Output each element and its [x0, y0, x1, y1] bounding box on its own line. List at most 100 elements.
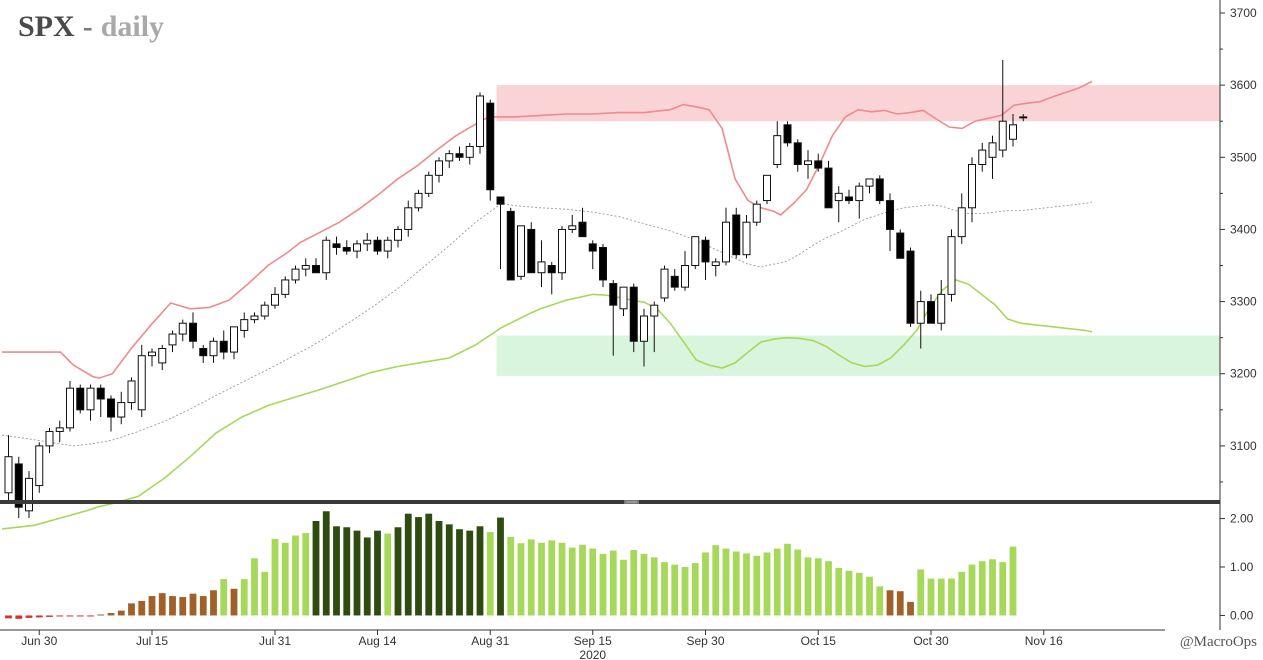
- candle-body-up: [568, 225, 577, 230]
- candle: [978, 142, 987, 172]
- year-label: 2020: [579, 648, 606, 660]
- title-separator: -: [82, 10, 93, 43]
- candle-body-up: [558, 228, 566, 274]
- indicator-bar: [456, 529, 463, 616]
- candle: [230, 326, 238, 360]
- title-timeframe: daily: [100, 10, 165, 43]
- candle: [332, 236, 341, 255]
- indicator-bar: [425, 513, 433, 616]
- candle-body-down: [793, 142, 802, 166]
- candle: [599, 243, 607, 288]
- indicator-bar: [989, 559, 996, 616]
- candle-body-down: [732, 214, 741, 256]
- candle-body-down: [845, 196, 853, 202]
- indicator-bar: [794, 549, 802, 616]
- candle-body-down: [783, 124, 792, 144]
- indicator-bar: [538, 542, 545, 616]
- candle: [219, 330, 228, 360]
- indicator-bar: [56, 615, 64, 617]
- candle: [424, 171, 433, 197]
- indicator-bar: [507, 536, 515, 616]
- indicator-bar: [46, 615, 53, 617]
- candle: [517, 225, 525, 280]
- candle-body-up: [742, 221, 751, 256]
- candle-body-up: [722, 221, 730, 263]
- candle: [342, 240, 351, 255]
- candle-body-up: [937, 293, 946, 324]
- candle: [722, 207, 730, 266]
- candle: [178, 319, 187, 342]
- candle: [496, 196, 505, 270]
- indicator-bar: [937, 578, 945, 616]
- indicator-bar: [302, 533, 310, 616]
- candle: [609, 279, 618, 356]
- candle: [906, 247, 915, 327]
- candle: [804, 150, 812, 179]
- candle: [947, 229, 956, 302]
- candle: [793, 139, 802, 172]
- candle-body-down: [588, 243, 597, 252]
- indicator-bar: [76, 615, 84, 617]
- candle-body-up: [1009, 124, 1017, 140]
- candle-body-down: [927, 301, 935, 324]
- candle: [988, 135, 997, 179]
- indicator-bar: [753, 555, 761, 616]
- candle: [107, 395, 115, 432]
- indicator-bar: [35, 615, 43, 618]
- candle-body-down: [219, 340, 228, 353]
- candle: [875, 175, 884, 205]
- candle-body-down: [578, 221, 587, 238]
- candle-body-up: [435, 160, 443, 176]
- indicator-tick-label: 0.00: [1230, 608, 1254, 622]
- indicator-bar: [609, 550, 617, 616]
- indicator-bar: [958, 571, 966, 616]
- candle-body-down: [527, 228, 536, 274]
- candle-body-up: [640, 315, 648, 342]
- candle-body-up: [947, 236, 956, 295]
- candle: [845, 189, 853, 205]
- candle-body-up: [476, 95, 484, 147]
- indicator-bar: [66, 615, 74, 617]
- candle: [701, 236, 710, 280]
- candle-body-up: [834, 192, 843, 202]
- indicator-bar: [978, 561, 986, 616]
- candle-body-up: [117, 402, 126, 418]
- candle: [1009, 113, 1017, 147]
- candle-body-down: [701, 239, 710, 263]
- candle-body-down: [332, 243, 341, 248]
- candle-body-up: [865, 178, 874, 187]
- indicator-bar: [15, 615, 23, 619]
- time-tick-label: Sep 15: [574, 634, 612, 648]
- candle-body-up: [414, 192, 423, 209]
- indicator-bar: [599, 553, 607, 616]
- time-tick-label: Jul 31: [259, 634, 291, 648]
- candle: [291, 265, 300, 284]
- candle-body-up: [158, 347, 167, 364]
- candle-body-down: [373, 239, 382, 252]
- indicator-bar: [486, 532, 494, 616]
- candle: [465, 142, 474, 165]
- candle: [55, 420, 64, 443]
- price-tick-label: 3300: [1230, 295, 1257, 309]
- candle-body-up: [537, 261, 546, 274]
- title-symbol: SPX: [18, 10, 75, 43]
- candle: [773, 121, 782, 169]
- indicator-bar: [333, 526, 340, 616]
- candle: [588, 240, 597, 270]
- candle: [189, 312, 197, 349]
- candle: [260, 301, 269, 320]
- candle-body-down: [506, 210, 515, 281]
- indicator-bar: [169, 596, 176, 616]
- time-tick-label: Jun 30: [21, 634, 57, 648]
- candle: [824, 160, 833, 209]
- candle-body-down: [875, 178, 884, 202]
- candle: [45, 427, 54, 454]
- candle: [25, 471, 33, 519]
- indicator-bar: [948, 578, 955, 616]
- indicator-bar: [661, 562, 668, 616]
- candle: [127, 377, 136, 410]
- candle-body-down: [107, 398, 115, 418]
- candle-body-down: [599, 246, 607, 281]
- indicator-bar: [363, 537, 371, 616]
